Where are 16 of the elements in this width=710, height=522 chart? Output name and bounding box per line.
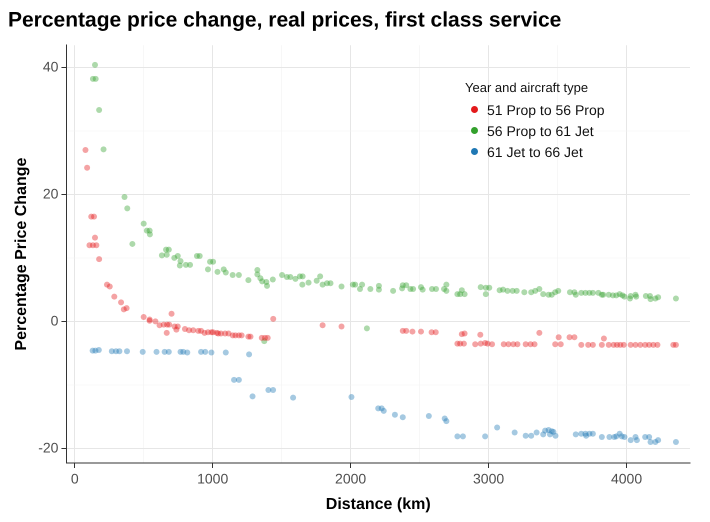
- x-tick-label: 1000: [197, 470, 228, 486]
- y-tick-label: 20: [42, 185, 59, 202]
- legend-label: 56 Prop to 61 Jet: [487, 122, 594, 138]
- x-tick-label: 2000: [335, 470, 366, 486]
- x-axis-title: Distance (km): [326, 496, 431, 513]
- y-tick-label: 40: [42, 58, 59, 74]
- x-tick-label: 4000: [610, 470, 642, 486]
- y-tick-label: 0: [50, 312, 59, 328]
- legend-title: Year and aircraft type: [465, 80, 590, 95]
- legend-label: 61 Jet to 66 Jet: [487, 144, 583, 160]
- legend-label: 51 Prop to 56 Prop: [487, 102, 605, 118]
- x-tick-label: 3000: [473, 470, 504, 486]
- chart-title: Percentage price change, real prices, first class service: [8, 8, 562, 32]
- x-tick-label: 0: [70, 470, 79, 486]
- y-tick-label: -20: [38, 439, 59, 456]
- y-axis-title: Percentage Price Change: [13, 158, 30, 351]
